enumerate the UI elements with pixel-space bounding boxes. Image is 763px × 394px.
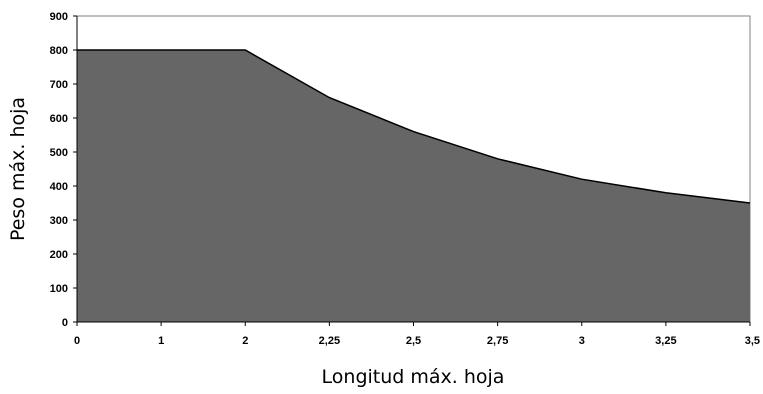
y-axis-title: Peso máx. hoja (7, 97, 29, 241)
x-tick-label: 3 (579, 335, 585, 347)
x-axis-title: Longitud máx. hoja (322, 366, 505, 388)
y-tick-label: 600 (50, 113, 68, 125)
y-tick-label: 800 (50, 45, 68, 57)
x-tick-label: 2,75 (487, 335, 508, 347)
area-fill (77, 50, 750, 322)
x-tick-label: 0 (74, 335, 80, 347)
y-tick-label: 0 (62, 317, 68, 329)
x-tick-label: 2 (242, 335, 248, 347)
y-tick-label: 200 (50, 249, 68, 261)
x-tick-label: 3,5 (745, 335, 760, 347)
series-line (77, 49, 751, 204)
x-tick-label: 2,25 (319, 335, 340, 347)
y-tick-label: 900 (50, 11, 68, 23)
x-tick-label: 2,5 (406, 335, 421, 347)
x-tick-label: 1 (158, 335, 164, 347)
y-tick-label: 100 (50, 283, 68, 295)
y-tick-label: 700 (50, 79, 68, 91)
y-tick-label: 400 (50, 181, 68, 193)
y-tick-label: 500 (50, 147, 68, 159)
x-tick-label: 3,25 (655, 335, 676, 347)
y-tick-label: 300 (50, 215, 68, 227)
